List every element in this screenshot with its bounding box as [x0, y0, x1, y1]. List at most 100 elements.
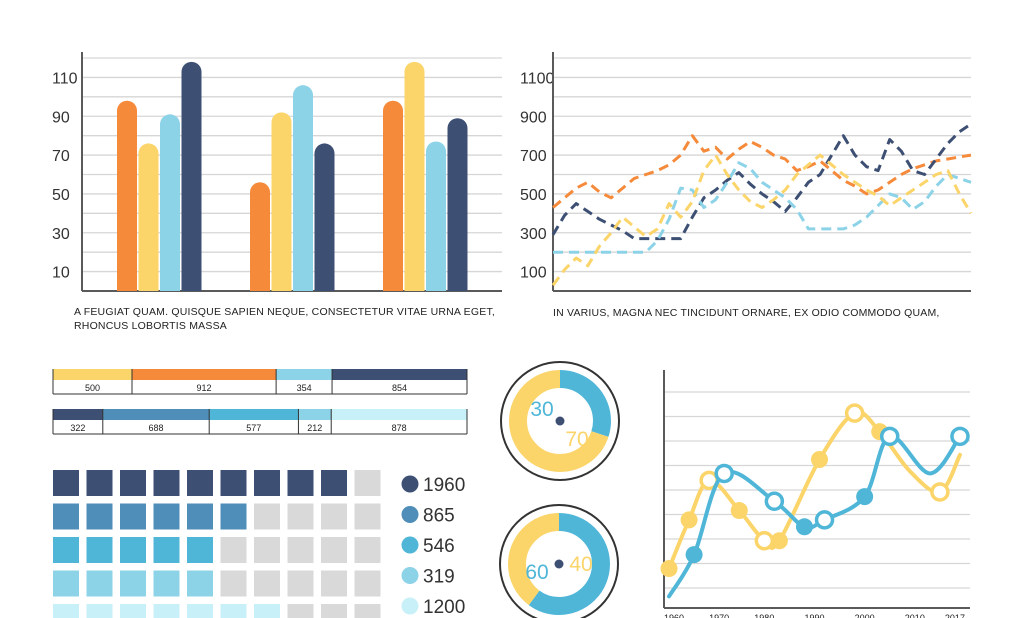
segment-912	[132, 369, 277, 380]
segment-577	[209, 409, 299, 420]
legend-marker	[401, 506, 419, 523]
filled-square	[86, 503, 113, 530]
donut-outer-ring	[499, 504, 619, 618]
filled-square	[153, 570, 180, 597]
filled-square	[120, 537, 146, 563]
bar-orange-1	[117, 100, 137, 291]
filled-square	[220, 503, 247, 530]
empty-square	[287, 570, 314, 597]
empty-square	[321, 503, 347, 530]
stacked-bar-2: 322 688 577 212 878	[52, 409, 468, 435]
x-tick-label: 1990	[804, 613, 824, 618]
empty-square	[354, 470, 381, 496]
empty-square	[354, 537, 381, 563]
bar-yellow-1	[138, 143, 159, 291]
filled-square	[53, 470, 79, 496]
empty-square	[354, 604, 381, 618]
empty-square	[354, 570, 381, 597]
legend-value: 1960	[423, 475, 465, 496]
filled-square	[120, 503, 146, 530]
y-tick-label: 500	[520, 187, 547, 204]
square-grid: 1960 865 546 319 1200	[53, 470, 465, 618]
data-point	[730, 502, 748, 520]
data-point	[680, 511, 698, 529]
x-tick-label: 2017	[945, 613, 965, 618]
y-tick-label: 70	[52, 148, 70, 165]
filled-square	[86, 570, 113, 597]
empty-square	[354, 503, 381, 530]
segment-label: 688	[148, 423, 163, 433]
donut-chart-2: 60 40	[499, 504, 619, 618]
data-point-hollow	[764, 491, 785, 512]
segment-878	[331, 409, 467, 420]
segment-500	[53, 369, 133, 380]
y-tick-label: 90	[52, 109, 70, 126]
empty-square	[321, 604, 347, 618]
filled-square	[254, 470, 280, 496]
bar-yellow-3	[404, 61, 425, 291]
segment-label: 354	[297, 383, 312, 393]
filled-square	[220, 470, 247, 496]
y-tick-label: 30	[52, 226, 70, 243]
series-lightblue-line	[553, 161, 972, 254]
empty-square	[287, 537, 314, 563]
data-point	[811, 451, 829, 469]
segment-label: 500	[85, 383, 100, 393]
series-orange-line	[552, 134, 972, 209]
slice-label: 60	[525, 561, 548, 584]
y-tick-label: 50	[52, 187, 70, 204]
slice-40	[508, 513, 610, 615]
data-point-hollow	[814, 510, 835, 530]
filled-square	[220, 604, 247, 618]
x-tick-label: 1970	[709, 613, 729, 618]
data-point-hollow	[879, 426, 900, 447]
filled-square	[53, 503, 79, 530]
slice-label: 70	[565, 428, 588, 451]
filled-square	[53, 537, 79, 563]
data-point	[795, 518, 813, 536]
filled-square	[187, 570, 213, 597]
legend-value: 546	[423, 536, 455, 557]
dashed-line-chart: 100 300 500 700 900 1100	[520, 52, 973, 292]
filled-square	[53, 604, 79, 618]
stacked-bar-1: 500 912 354 854	[52, 369, 468, 395]
x-tick-label: 1960	[664, 613, 684, 618]
legend-marker	[401, 597, 419, 615]
empty-square	[220, 570, 247, 597]
legend-value: 1200	[423, 597, 465, 618]
bar-lightblue-2	[293, 85, 313, 291]
filled-square	[254, 604, 280, 618]
filled-square	[153, 537, 180, 563]
filled-square	[187, 604, 213, 618]
empty-square	[287, 503, 314, 530]
bar-orange-2	[250, 182, 270, 291]
segment-354	[276, 369, 333, 380]
y-tick-label: 1100	[520, 70, 555, 87]
line-chart-caption: IN VARIUS, MAGNA NEC TINCIDUNT ORNARE, E…	[553, 307, 940, 319]
filled-square	[53, 570, 79, 597]
bar-chart-caption: A FEUGIAT QUAM. QUISQUE SAPIEN NEQUE, CO…	[74, 306, 496, 332]
segment-212	[298, 409, 332, 420]
donut-chart-1: 30 70	[500, 361, 620, 481]
y-tick-label: 100	[520, 265, 547, 282]
bar-navy-1	[181, 61, 202, 291]
filled-square	[321, 470, 347, 496]
filled-square	[287, 470, 314, 496]
filled-square	[120, 470, 146, 496]
x-tick-label: 2000	[855, 613, 875, 618]
segment-322	[53, 409, 103, 420]
slice-70	[509, 370, 611, 472]
legend-value: 319	[423, 567, 455, 588]
empty-square	[254, 503, 280, 530]
data-point-hollow	[714, 463, 734, 484]
bar-lightblue-1	[160, 114, 180, 291]
segment-label: 322	[70, 423, 85, 433]
filled-square	[187, 470, 213, 496]
x-tick-label: 2010	[905, 613, 925, 618]
y-tick-label: 700	[520, 148, 547, 165]
data-point	[856, 488, 874, 506]
grouped-bar-chart: 10 30 50 70 90 110	[52, 52, 502, 292]
series-yellow-line	[551, 153, 973, 287]
data-point	[660, 560, 678, 578]
legend-marker	[401, 567, 419, 584]
